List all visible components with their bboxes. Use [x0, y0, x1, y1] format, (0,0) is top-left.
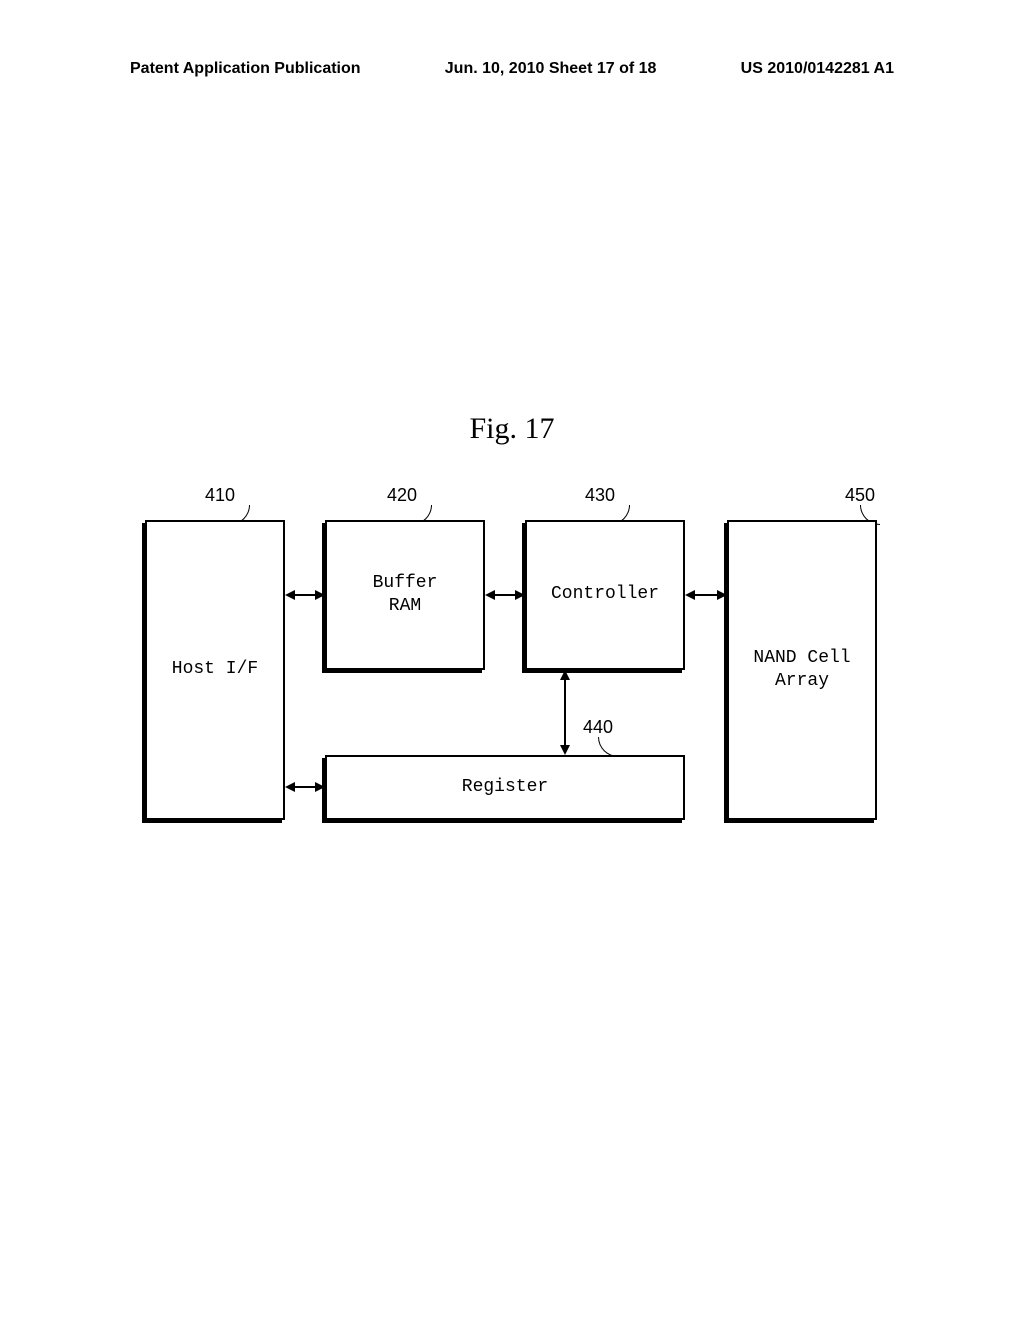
block-register: Register [325, 755, 685, 820]
arrow-head-icon [685, 590, 695, 600]
block-controller: Controller [525, 520, 685, 670]
block-label: Controller [551, 583, 659, 606]
block-label: NAND Cell Array [753, 647, 850, 694]
arrow-head-icon [717, 590, 727, 600]
header-right: US 2010/0142281 A1 [741, 60, 894, 78]
arrow-head-icon [485, 590, 495, 600]
arrow-line [295, 594, 315, 596]
arrow-head-icon [515, 590, 525, 600]
figure-title: Fig. 17 [0, 412, 1024, 446]
block-nand-cell-array: NAND Cell Array [727, 520, 877, 820]
block-host-if: Host I/F [145, 520, 285, 820]
block-buffer-ram: Buffer RAM [325, 520, 485, 670]
arrow-head-icon [315, 782, 325, 792]
arrow-line [695, 594, 717, 596]
ref-buffer: 420 [387, 485, 417, 506]
block-label: Buffer RAM [373, 572, 438, 619]
arrow-head-icon [315, 590, 325, 600]
ref-controller: 430 [585, 485, 615, 506]
arrow-line [495, 594, 515, 596]
header-left: Patent Application Publication [130, 60, 361, 78]
arrow-head-icon [560, 745, 570, 755]
arrow-head-icon [285, 590, 295, 600]
block-label: Host I/F [172, 658, 258, 681]
ref-host-if: 410 [205, 485, 235, 506]
arrow-line [295, 786, 315, 788]
ref-register: 440 [583, 717, 613, 738]
page-header: Patent Application Publication Jun. 10, … [0, 60, 1024, 78]
ref-arc-icon [598, 737, 618, 757]
block-diagram: 410 420 430 450 440 Host I/F Buffer RAM … [145, 485, 885, 855]
ref-nand: 450 [845, 485, 875, 506]
arrow-line [564, 680, 566, 745]
arrow-head-icon [285, 782, 295, 792]
header-center: Jun. 10, 2010 Sheet 17 of 18 [445, 60, 657, 78]
arrow-head-icon [560, 670, 570, 680]
block-label: Register [462, 776, 548, 799]
